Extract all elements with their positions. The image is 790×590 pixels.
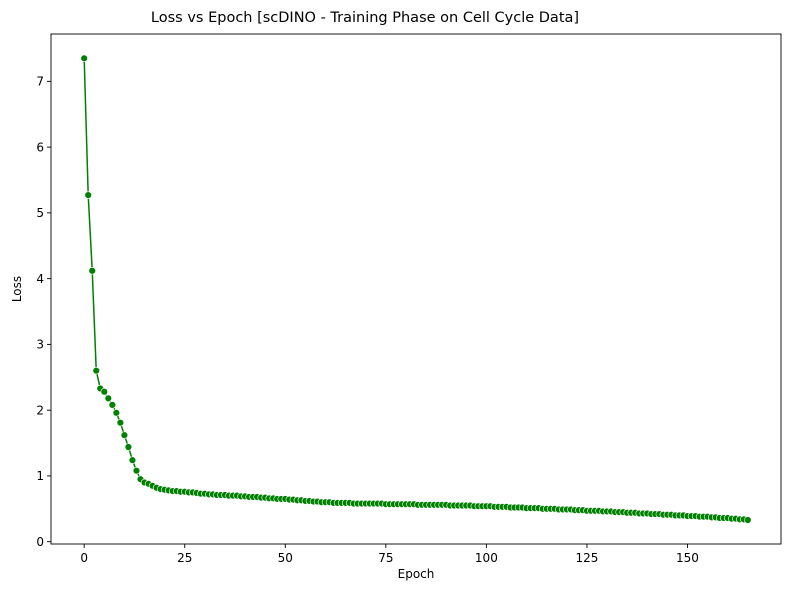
data-point-11 — [124, 443, 133, 451]
data-point-2 — [88, 267, 96, 275]
y-tick-label: 7 — [36, 75, 44, 89]
x-tick-label: 50 — [278, 551, 293, 565]
plot-area — [80, 54, 752, 524]
data-point-165 — [744, 516, 752, 524]
x-axis-label: Epoch — [398, 567, 435, 581]
data-point-0 — [80, 54, 88, 63]
y-tick-label: 5 — [36, 206, 44, 220]
data-point-10 — [120, 431, 129, 439]
data-point-8 — [112, 409, 121, 417]
x-tick-label: 150 — [676, 551, 699, 565]
x-tick-label: 25 — [177, 551, 192, 565]
data-point-7 — [108, 401, 117, 409]
data-point-9 — [116, 418, 125, 427]
y-axis-label: Loss — [10, 276, 24, 302]
x-tick-label: 0 — [80, 551, 88, 565]
y-axis: 0 1 2 3 4 5 6 7 — [36, 75, 51, 549]
y-tick-label: 4 — [36, 272, 44, 286]
x-axis: 0 25 50 75 100 125 150 — [80, 544, 699, 565]
y-tick-label: 3 — [36, 338, 44, 352]
y-tick-label: 1 — [36, 469, 44, 483]
x-tick-label: 100 — [475, 551, 498, 565]
y-tick-label: 0 — [36, 535, 44, 549]
data-point-6 — [104, 394, 113, 403]
data-point-12 — [128, 456, 137, 464]
data-point-1 — [84, 191, 92, 199]
x-tick-label: 75 — [378, 551, 393, 565]
chart-title: Loss vs Epoch [scDINO - Training Phase o… — [151, 10, 579, 26]
y-tick-label: 2 — [36, 403, 44, 417]
data-point-3 — [92, 367, 100, 375]
data-point-5 — [100, 388, 108, 396]
data-point-13 — [132, 466, 141, 475]
plot-frame — [50, 33, 782, 545]
loss-series-line — [83, 58, 748, 521]
x-tick-label: 125 — [575, 551, 598, 565]
y-tick-label: 6 — [36, 140, 44, 154]
